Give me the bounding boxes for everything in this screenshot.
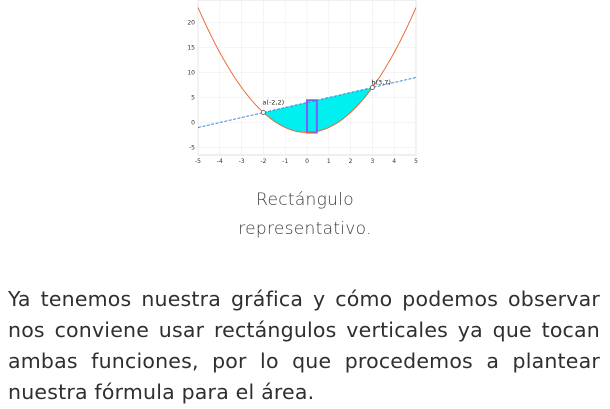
point-a-marker xyxy=(261,110,266,115)
x-tick-label: -4 xyxy=(217,158,223,165)
point-a-label: a(-2,2) xyxy=(262,99,284,107)
x-tick-label: -5 xyxy=(195,158,201,165)
y-axis-ticks: 20 15 10 5 0 -5 xyxy=(187,20,195,152)
x-tick-label: -3 xyxy=(239,158,245,165)
x-tick-label: 3 xyxy=(370,158,374,165)
graph-figure: 20 15 10 5 0 -5 -5 -4 -3 -2 -1 0 1 2 3 4 5 a(-2,2) b(3,… xyxy=(178,0,428,168)
caption-line-1: Rectángulo xyxy=(256,190,354,210)
parabola-curve xyxy=(197,7,417,133)
x-tick-label: 2 xyxy=(349,158,353,165)
straight-line xyxy=(197,77,417,128)
x-axis-ticks: -5 -4 -3 -2 -1 0 1 2 3 4 5 xyxy=(195,158,418,165)
graph-svg: 20 15 10 5 0 -5 -5 -4 -3 -2 -1 0 1 2 3 4 5 a(-2,2) b(3,… xyxy=(187,0,418,165)
area-between-curves xyxy=(263,87,373,133)
body-paragraph: Ya tenemos nuestra gráfica y cómo podemo… xyxy=(8,287,600,404)
y-tick-label: 0 xyxy=(191,120,195,127)
grid xyxy=(197,0,417,155)
x-tick-label: 1 xyxy=(327,158,331,165)
curves xyxy=(197,7,417,133)
x-tick-label: 5 xyxy=(414,158,418,165)
y-tick-label: 15 xyxy=(187,45,195,52)
point-b-label: b(3,7) xyxy=(371,79,391,87)
y-tick-label: 5 xyxy=(191,95,195,102)
caption-line-2: representativo. xyxy=(238,219,372,239)
point-labels: a(-2,2) b(3,7) xyxy=(262,79,391,107)
x-tick-label: -2 xyxy=(260,158,266,165)
x-tick-label: 4 xyxy=(392,158,396,165)
y-tick-label: -5 xyxy=(189,145,195,152)
point-b-marker xyxy=(369,85,375,90)
y-tick-label: 20 xyxy=(187,20,195,27)
x-tick-label: -1 xyxy=(282,158,288,165)
y-tick-label: 10 xyxy=(187,70,195,77)
x-tick-label: 0 xyxy=(305,158,309,165)
